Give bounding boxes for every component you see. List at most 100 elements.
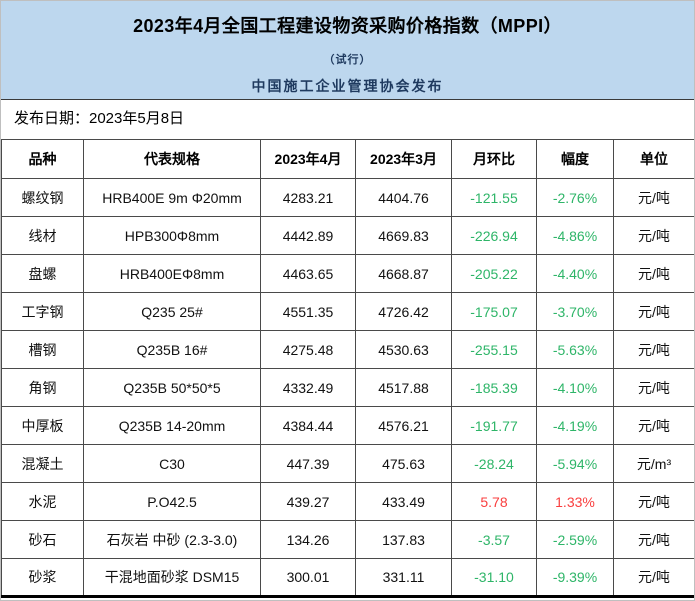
cell-spec: P.O42.5 [83,482,261,521]
cell-spec: Q235B 14-20mm [83,406,261,445]
table-row: 砂石 石灰岩 中砂 (2.3-3.0) 134.26 137.83 -3.57 … [1,520,694,559]
cell-pct-change: -4.40% [536,254,614,293]
cell-spec: HPB300Φ8mm [83,216,261,255]
cell-mom-change: -226.94 [451,216,537,255]
cell-unit: 元/吨 [613,482,694,521]
cell-unit: 元/m³ [613,444,694,483]
cell-unit: 元/吨 [613,368,694,407]
cell-mar-price: 4576.21 [355,406,452,445]
cell-unit: 元/吨 [613,292,694,331]
cell-category: 混凝土 [1,444,84,483]
cell-mom-change: -121.55 [451,178,537,217]
cell-unit: 元/吨 [613,254,694,293]
cell-spec: HRB400E 9m Φ20mm [83,178,261,217]
cell-unit: 元/吨 [613,330,694,369]
table-row: 盘螺 HRB400EΦ8mm 4463.65 4668.87 -205.22 -… [1,254,694,293]
cell-unit: 元/吨 [613,178,694,217]
cell-pct-change: -9.39% [536,558,614,597]
table-row: 角钢 Q235B 50*50*5 4332.49 4517.88 -185.39… [1,368,694,407]
price-table-body: 螺纹钢 HRB400E 9m Φ20mm 4283.21 4404.76 -12… [1,178,694,597]
cell-category: 工字钢 [1,292,84,331]
column-header-apr-2023: 2023年4月 [260,139,356,179]
cell-apr-price: 4551.35 [260,292,356,331]
cell-mar-price: 4404.76 [355,178,452,217]
cell-mar-price: 475.63 [355,444,452,483]
cell-spec: C30 [83,444,261,483]
cell-spec: Q235 25# [83,292,261,331]
cell-apr-price: 4384.44 [260,406,356,445]
cell-pct-change: -2.59% [536,520,614,559]
cell-mar-price: 137.83 [355,520,452,559]
cell-mom-change: -175.07 [451,292,537,331]
cell-category: 线材 [1,216,84,255]
publisher-line: 中国施工企业管理协会发布 [251,79,444,95]
table-header-row: 品种 代表规格 2023年4月 2023年3月 月环比 幅度 单位 [1,139,694,179]
cell-mom-change: 5.78 [451,482,537,521]
report-banner: 2023年4月全国工程建设物资采购价格指数（MPPI） （试行） 中国施工企业管… [1,1,694,100]
cell-spec: Q235B 50*50*5 [83,368,261,407]
cell-category: 角钢 [1,368,84,407]
cell-category: 盘螺 [1,254,84,293]
column-header-mar-2023: 2023年3月 [355,139,452,179]
table-row: 水泥 P.O42.5 439.27 433.49 5.78 1.33% 元/吨 [1,482,694,521]
cell-mar-price: 4726.42 [355,292,452,331]
column-header-mom-change: 月环比 [451,139,537,179]
cell-mar-price: 4668.87 [355,254,452,293]
cell-apr-price: 4332.49 [260,368,356,407]
table-row: 中厚板 Q235B 14-20mm 4384.44 4576.21 -191.7… [1,406,694,445]
table-header: 品种 代表规格 2023年4月 2023年3月 月环比 幅度 单位 [1,139,694,179]
page-title: 2023年4月全国工程建设物资采购价格指数（MPPI） [133,16,562,36]
cell-category: 螺纹钢 [1,178,84,217]
cell-apr-price: 300.01 [260,558,356,597]
cell-mom-change: -31.10 [451,558,537,597]
table-row: 工字钢 Q235 25# 4551.35 4726.42 -175.07 -3.… [1,292,694,331]
cell-mar-price: 433.49 [355,482,452,521]
cell-pct-change: -4.86% [536,216,614,255]
column-header-unit: 单位 [613,139,694,179]
cell-pct-change: -4.19% [536,406,614,445]
column-header-category: 品种 [1,139,84,179]
cell-mom-change: -3.57 [451,520,537,559]
cell-apr-price: 134.26 [260,520,356,559]
column-header-pct-change: 幅度 [536,139,614,179]
cell-category: 砂浆 [1,558,84,597]
cell-spec: 干混地面砂浆 DSM15 [83,558,261,597]
cell-category: 中厚板 [1,406,84,445]
page-subtitle: （试行） [323,53,372,66]
table-row: 螺纹钢 HRB400E 9m Φ20mm 4283.21 4404.76 -12… [1,178,694,217]
cell-category: 水泥 [1,482,84,521]
cell-spec: 石灰岩 中砂 (2.3-3.0) [83,520,261,559]
cell-spec: HRB400EΦ8mm [83,254,261,293]
cell-apr-price: 439.27 [260,482,356,521]
cell-pct-change: -4.10% [536,368,614,407]
cell-category: 槽钢 [1,330,84,369]
cell-mom-change: -28.24 [451,444,537,483]
cell-unit: 元/吨 [613,520,694,559]
cell-mom-change: -191.77 [451,406,537,445]
cell-apr-price: 4463.65 [260,254,356,293]
table-row: 线材 HPB300Φ8mm 4442.89 4669.83 -226.94 -4… [1,216,694,255]
cell-mar-price: 4530.63 [355,330,452,369]
cell-mom-change: -185.39 [451,368,537,407]
cell-spec: Q235B 16# [83,330,261,369]
cell-apr-price: 4442.89 [260,216,356,255]
cell-mar-price: 331.11 [355,558,452,597]
column-header-spec: 代表规格 [83,139,261,179]
cell-mom-change: -205.22 [451,254,537,293]
cell-unit: 元/吨 [613,406,694,445]
release-date: 发布日期：2023年5月8日 [1,100,694,139]
cell-mar-price: 4669.83 [355,216,452,255]
table-row: 砂浆 干混地面砂浆 DSM15 300.01 331.11 -31.10 -9.… [1,558,694,597]
table-row: 槽钢 Q235B 16# 4275.48 4530.63 -255.15 -5.… [1,330,694,369]
cell-unit: 元/吨 [613,558,694,597]
cell-pct-change: -5.94% [536,444,614,483]
cell-apr-price: 4283.21 [260,178,356,217]
cell-apr-price: 447.39 [260,444,356,483]
cell-pct-change: 1.33% [536,482,614,521]
cell-unit: 元/吨 [613,216,694,255]
price-index-table: 品种 代表规格 2023年4月 2023年3月 月环比 幅度 单位 螺纹钢 HR… [1,139,694,598]
cell-pct-change: -3.70% [536,292,614,331]
cell-pct-change: -2.76% [536,178,614,217]
cell-pct-change: -5.63% [536,330,614,369]
